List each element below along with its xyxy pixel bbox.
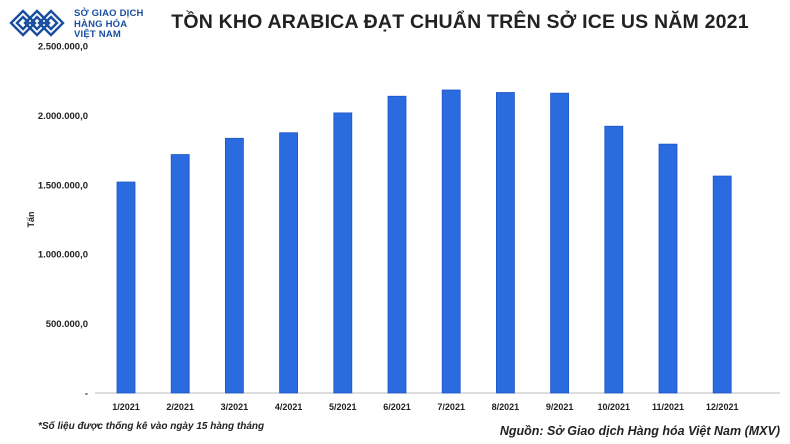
y-tick-label: 1.000.000,0 bbox=[38, 250, 88, 261]
x-tick-label: 11/2021 bbox=[652, 402, 684, 412]
bar bbox=[387, 95, 407, 394]
y-tick-label: 2.500.000,0 bbox=[38, 42, 88, 53]
x-tick-label: 4/2021 bbox=[275, 402, 303, 412]
logo-text: SỞ GIAO DỊCH HÀNG HÓA VIỆT NAM bbox=[74, 8, 144, 41]
y-axis-label: Tấn bbox=[26, 211, 36, 227]
bar bbox=[279, 132, 299, 394]
logo-line-2: HÀNG HÓA bbox=[74, 18, 128, 30]
chart-title: TỒN KHO ARABICA ĐẠT CHUẨN TRÊN SỞ ICE US… bbox=[171, 11, 749, 33]
logo-line-3: VIỆT NAM bbox=[74, 29, 121, 40]
x-tick-label: 6/2021 bbox=[383, 402, 411, 412]
x-tick-label: 7/2021 bbox=[437, 402, 465, 412]
logo-line-1: SỞ GIAO DỊCH bbox=[74, 8, 144, 19]
x-tick-label: 3/2021 bbox=[221, 402, 249, 412]
x-tick-label: 8/2021 bbox=[492, 402, 520, 412]
logo: SỞ GIAO DỊCH HÀNG HÓA VIỆT NAM bbox=[8, 6, 158, 44]
bar bbox=[116, 181, 136, 394]
x-tick-label: 5/2021 bbox=[329, 402, 357, 412]
bar bbox=[604, 125, 624, 394]
bar bbox=[333, 112, 353, 394]
x-tick-label: 12/2021 bbox=[706, 402, 739, 412]
x-tick-label: 10/2021 bbox=[598, 402, 631, 412]
bar bbox=[550, 92, 569, 394]
bar bbox=[441, 89, 461, 394]
source-note: Nguồn: Sở Giao dịch Hàng hóa Việt Nam (M… bbox=[499, 424, 780, 438]
bar bbox=[495, 92, 515, 394]
logo-icon bbox=[9, 9, 65, 37]
y-tick-label: - bbox=[85, 389, 88, 400]
bar bbox=[658, 143, 678, 394]
y-tick-label: 1.500.000,0 bbox=[38, 180, 88, 191]
x-tick-label: 9/2021 bbox=[546, 402, 574, 412]
y-tick-label: 500.000,0 bbox=[46, 319, 88, 330]
y-tick-label: 2.000.000,0 bbox=[38, 111, 88, 122]
bar bbox=[170, 154, 190, 394]
x-tick-label: 1/2021 bbox=[112, 402, 140, 412]
x-tick-label: 2/2021 bbox=[166, 402, 194, 412]
footnote: *Số liệu được thống kê vào ngày 15 hàng … bbox=[38, 421, 265, 432]
bar bbox=[224, 137, 244, 394]
bar bbox=[712, 175, 732, 394]
